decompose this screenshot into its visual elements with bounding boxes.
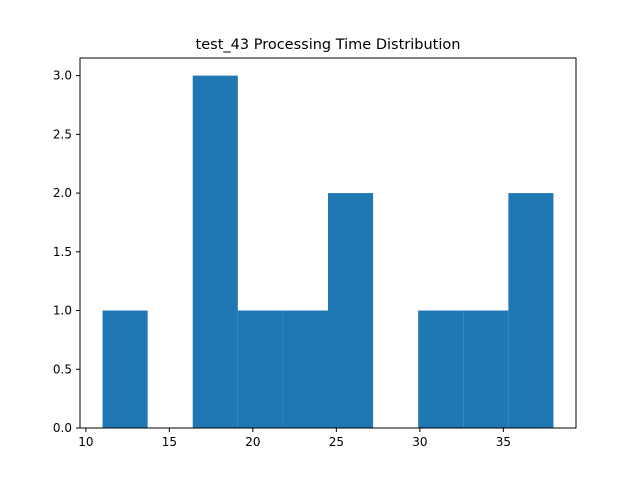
chart-title: test_43 Processing Time Distribution: [196, 37, 461, 53]
x-tick-label-2: 20: [245, 435, 260, 449]
histogram-bar-4: [282, 310, 328, 428]
x-tick-label-0: 10: [78, 435, 93, 449]
x-tick-label-5: 35: [496, 435, 511, 449]
y-tick-label-6: 3.0: [53, 69, 72, 83]
x-tick-label-3: 25: [329, 435, 344, 449]
histogram-bar-3: [237, 310, 283, 428]
y-tick-label-4: 2.0: [53, 186, 72, 200]
y-tick-label-3: 1.5: [53, 245, 72, 259]
histogram-bar-9: [508, 193, 554, 428]
plot-area-frame: [79, 57, 577, 429]
histogram-bar-7: [418, 310, 464, 428]
y-tick-label-2: 1.0: [53, 304, 72, 318]
y-tick-label-0: 0.0: [53, 421, 72, 435]
histogram-bar-8: [463, 310, 509, 428]
histogram-bar-5: [328, 193, 374, 428]
x-tick-label-4: 30: [412, 435, 427, 449]
histogram-bar-2: [192, 75, 238, 429]
bars-group: [102, 75, 554, 429]
x-tick-label-1: 15: [162, 435, 177, 449]
x-axis-ticks: 10 15 20 25 30 35: [78, 428, 511, 449]
y-tick-label-5: 2.5: [53, 127, 72, 141]
histogram-bar-0: [102, 310, 148, 428]
y-tick-label-1: 0.5: [53, 362, 72, 376]
y-axis-ticks: 0.0 0.5 1.0 1.5 2.0 2.5 3.0: [53, 69, 80, 435]
